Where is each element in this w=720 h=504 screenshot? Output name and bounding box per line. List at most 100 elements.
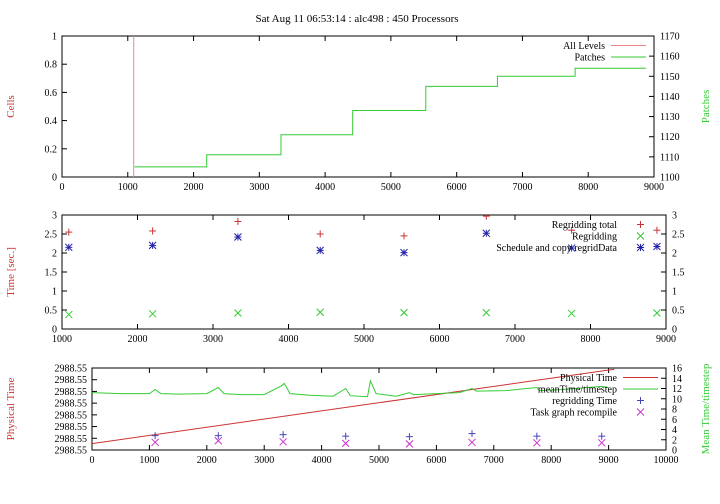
series-schedule-and-copy-regriddata-point	[64, 243, 73, 252]
series-task-graph-recompile-point	[468, 438, 476, 447]
x-tick-label: 2000	[128, 334, 148, 345]
y-tick-label: 0.5	[45, 306, 58, 317]
y-axis-label: Time [sec.]	[5, 247, 17, 297]
x-tick-label: 2000	[197, 455, 217, 466]
x-tick-label: 7000	[505, 334, 525, 345]
y2-axis-label: Mean Time/timestep	[700, 363, 712, 454]
legend-marker	[637, 221, 644, 228]
x-tick-label: 3000	[249, 182, 269, 193]
y2-tick-label: 8	[672, 405, 677, 416]
x-tick-label: 7000	[484, 455, 504, 466]
series-regridding-point	[400, 308, 408, 317]
y-tick-label: 2988.55	[55, 446, 88, 457]
x-tick-label: 5000	[354, 334, 374, 345]
series-regridding-point	[653, 309, 661, 317]
series-regridding-time-point	[468, 430, 476, 438]
series-regridding-time-point	[533, 432, 541, 440]
y2-tick-label: 1130	[660, 112, 680, 123]
y-tick-label: 0.4	[45, 116, 58, 127]
series-task-graph-recompile-point	[341, 439, 350, 448]
x-tick-label: 1000	[139, 455, 159, 466]
legend-marker	[636, 243, 645, 252]
y2-tick-label: 14	[672, 374, 682, 385]
series-regridding-time-point	[342, 432, 350, 440]
x-tick-label: 8000	[581, 334, 601, 345]
legend-marker	[636, 232, 645, 240]
y2-tick-label: 0	[672, 446, 677, 457]
series-task-graph-recompile-point	[405, 439, 414, 448]
y-tick-label: 2.5	[45, 230, 58, 241]
x-tick-label: 9000	[656, 334, 676, 345]
y2-tick-label: 1150	[660, 72, 680, 83]
series-regridding-point	[482, 308, 491, 317]
x-tick-label: 1000	[52, 334, 72, 345]
series-regridding-point	[148, 309, 157, 318]
series-schedule-and-copy-regriddata-point	[653, 242, 661, 251]
y-axis-label: Cells	[5, 95, 17, 118]
series-regridding-total-point	[653, 226, 661, 234]
legend-marker	[637, 397, 644, 404]
y-tick-label: 1	[52, 287, 57, 298]
y2-tick-label: 3	[672, 211, 677, 222]
y2-tick-label: 1120	[660, 132, 680, 143]
series-regridding-total-point	[482, 215, 490, 220]
series-regridding-point	[234, 309, 242, 317]
series-task-graph-recompile-point	[214, 436, 223, 445]
series-task-graph-recompile-point	[597, 438, 606, 447]
y-tick-label: 2988.55	[55, 364, 88, 375]
y-tick-label: 0.6	[45, 88, 58, 99]
series-schedule-and-copy-regriddata-point	[567, 244, 576, 252]
y-tick-label: 3	[52, 211, 57, 222]
legend-label: Patches	[574, 53, 605, 64]
series-regridding-time-point	[214, 432, 222, 440]
series-schedule-and-copy-regriddata-point	[400, 248, 408, 257]
series-schedule-and-copy-regriddata-point	[234, 233, 242, 241]
series-regridding-total-point	[149, 227, 157, 235]
y-tick-label: 1.5	[45, 268, 58, 279]
legend: Physical TimemeanTime/timestepregridding…	[531, 373, 658, 419]
legend-marker	[636, 408, 645, 416]
y2-tick-label: 10	[672, 394, 682, 405]
x-tick-label: 6000	[430, 334, 450, 345]
x-tick-label: 5000	[369, 455, 389, 466]
legend-label: All Levels	[563, 41, 605, 52]
y-axis-label: Physical Time	[5, 378, 17, 441]
x-tick-label: 5000	[381, 182, 401, 193]
y2-tick-label: 6	[672, 415, 677, 426]
y2-tick-label: 0.5	[672, 306, 685, 317]
y2-tick-label: 2	[672, 249, 677, 260]
y2-tick-label: 16	[672, 364, 682, 375]
legend-label: regridding Time	[552, 396, 617, 407]
y2-tick-label: 0	[672, 325, 677, 336]
series-physical-time-line	[92, 368, 615, 445]
y-tick-label: 2988.55	[55, 434, 88, 445]
x-tick-label: 9000	[599, 455, 619, 466]
y2-tick-label: 1140	[660, 92, 680, 103]
legend-label: Task graph recompile	[531, 408, 618, 419]
y2-tick-label: 12	[672, 384, 682, 395]
legend-label: Regridding total	[552, 220, 617, 231]
series-regridding-point	[64, 310, 73, 319]
series-group	[92, 368, 615, 448]
series-patches-line	[134, 67, 647, 168]
series-schedule-and-copy-regriddata-point	[482, 229, 491, 238]
x-tick-label: 2000	[184, 182, 204, 193]
x-tick-label: 0	[60, 182, 65, 193]
x-tick-label: 4000	[279, 334, 299, 345]
x-tick-label: 8000	[541, 455, 561, 466]
series-regridding-point	[316, 308, 325, 317]
x-tick-label: 6000	[426, 455, 446, 466]
series-regridding-total-point	[568, 226, 576, 234]
legend-label: Regridding	[572, 232, 617, 243]
y2-tick-label: 1170	[660, 32, 680, 43]
y-tick-label: 0.8	[45, 60, 58, 71]
x-tick-label: 1000	[118, 182, 138, 193]
series-regridding-time-point	[151, 432, 159, 440]
y-tick-label: 1	[52, 32, 57, 43]
plot-frame	[61, 35, 655, 178]
x-tick-label: 10000	[654, 455, 679, 466]
